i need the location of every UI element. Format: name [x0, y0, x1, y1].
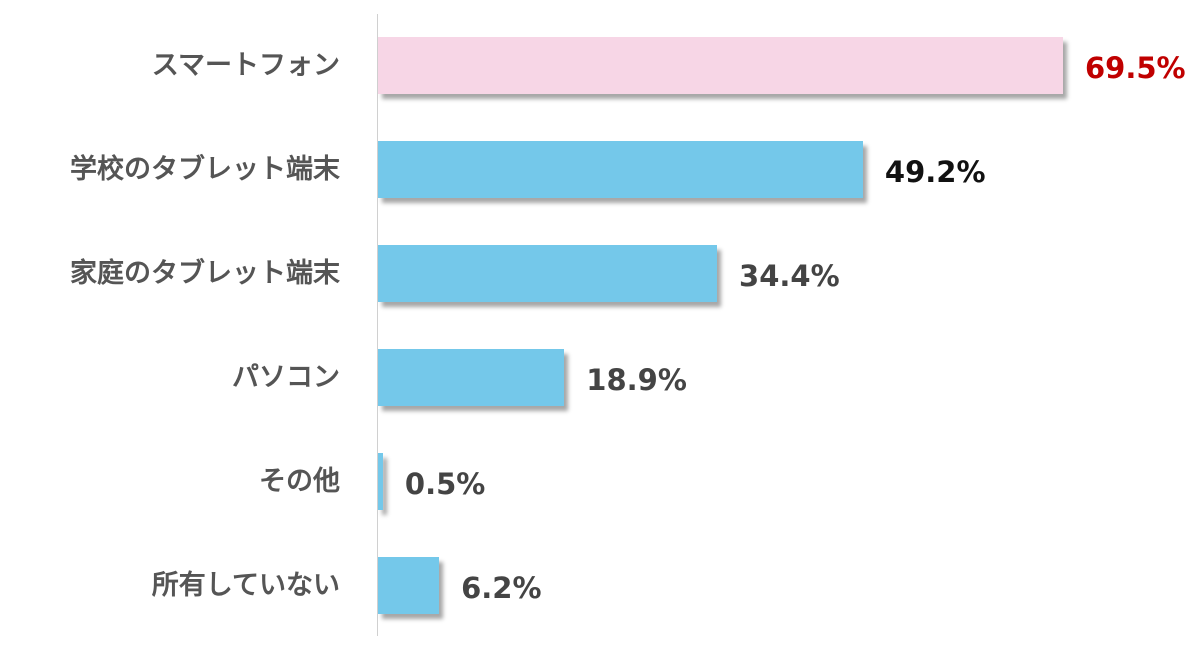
bar: [378, 453, 383, 510]
value-label: 34.4%: [739, 259, 840, 293]
value-label: 0.5%: [404, 467, 486, 501]
bar: [378, 349, 565, 406]
bar: [378, 557, 440, 614]
category-label: 家庭のタブレット端末: [70, 258, 340, 289]
bar-row: 学校のタブレット端末 49.2%: [0, 141, 1200, 199]
category-label: その他: [259, 466, 340, 497]
bar-row: 家庭のタブレット端末 34.4%: [0, 245, 1200, 303]
value-label: 69.5%: [1085, 51, 1186, 85]
bar-row: 所有していない 6.2%: [0, 557, 1200, 615]
bar-row: パソコン 18.9%: [0, 349, 1200, 407]
category-label: スマートフォン: [151, 50, 340, 81]
value-label: 49.2%: [884, 155, 986, 189]
category-label: パソコン: [232, 362, 340, 393]
bar-row: その他 0.5%: [0, 453, 1200, 511]
category-label: 所有していない: [151, 570, 340, 601]
y-axis-line: [377, 14, 378, 636]
bar: [378, 245, 718, 302]
bar: [378, 141, 863, 198]
value-label: 6.2%: [461, 571, 542, 605]
bar: [378, 37, 1063, 94]
value-label: 18.9%: [586, 363, 687, 397]
category-label: 学校のタブレット端末: [70, 154, 340, 185]
bar-row: スマートフォン 69.5%: [0, 37, 1200, 95]
